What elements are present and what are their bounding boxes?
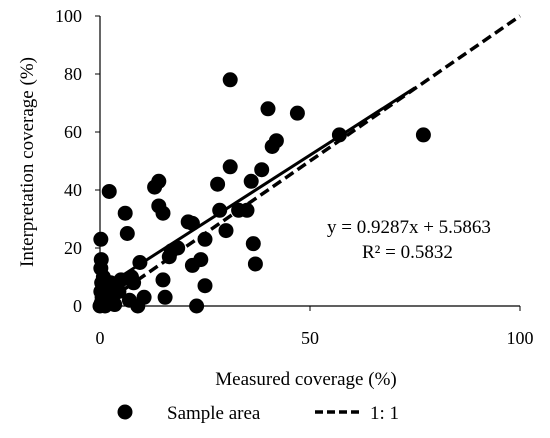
- data-points: [92, 72, 431, 314]
- y-tick-label: 80: [64, 64, 82, 84]
- sample-area-point: [132, 255, 148, 270]
- sample-area-point: [126, 275, 142, 291]
- y-tick-label: 0: [73, 296, 82, 316]
- legend-label-sample-area: Sample area: [167, 403, 261, 424]
- legend-marker-sample-area: [117, 404, 133, 420]
- sample-area-point: [247, 256, 263, 272]
- sample-area-point: [260, 101, 276, 117]
- fit-lines: [99, 14, 521, 308]
- sample-area-point: [157, 289, 173, 305]
- sample-area-point: [117, 205, 133, 221]
- y-tick-label: 40: [64, 180, 82, 200]
- axes: [95, 15, 521, 311]
- sample-area-point: [155, 272, 171, 288]
- x-tick-label: 100: [507, 328, 534, 348]
- tick-labels: 0 20 40 60 80 100 0 50 100: [55, 6, 534, 348]
- sample-area-point: [254, 162, 270, 178]
- legend-label-one-to-one: 1: 1: [370, 403, 399, 424]
- y-axis-title: Interpretation coverage (%): [17, 57, 38, 267]
- x-tick-label: 50: [301, 328, 319, 348]
- sample-area-point: [415, 127, 431, 143]
- r-squared-label: R² = 0.5832: [362, 242, 453, 263]
- sample-area-point: [136, 289, 152, 305]
- sample-area-point: [184, 215, 200, 231]
- sample-area-point: [93, 231, 109, 247]
- trendline: [99, 86, 416, 292]
- y-tick-label: 20: [64, 238, 82, 258]
- sample-area-point: [93, 252, 109, 268]
- trendline-equation: y = 0.9287x + 5.5863: [327, 217, 491, 238]
- sample-area-point: [197, 231, 213, 247]
- sample-area-point: [243, 173, 259, 189]
- one-to-one-line: [99, 14, 521, 308]
- sample-area-point: [189, 298, 205, 314]
- sample-area-point: [245, 236, 261, 252]
- legend: Sample area 1: 1: [117, 403, 399, 424]
- sample-area-point: [222, 159, 238, 175]
- sample-area-point: [197, 278, 213, 294]
- sample-area-point: [289, 105, 305, 121]
- sample-area-point: [193, 252, 209, 268]
- sample-area-point: [155, 205, 171, 221]
- sample-area-point: [210, 176, 226, 192]
- sample-area-point: [239, 202, 255, 218]
- sample-area-point: [151, 173, 167, 189]
- sample-area-point: [111, 284, 127, 299]
- sample-area-point: [101, 183, 117, 199]
- y-tick-label: 100: [55, 6, 82, 26]
- x-tick-label: 0: [96, 328, 105, 348]
- sample-area-point: [222, 72, 238, 88]
- sample-area-point: [331, 127, 347, 143]
- y-tick-label: 60: [64, 122, 82, 142]
- sample-area-point: [119, 226, 135, 241]
- x-axis-title: Measured coverage (%): [215, 369, 396, 390]
- sample-area-point: [107, 297, 123, 313]
- sample-area-point: [212, 202, 228, 218]
- sample-area-point: [268, 133, 284, 149]
- sample-area-point: [170, 240, 186, 256]
- sample-area-point: [218, 223, 234, 239]
